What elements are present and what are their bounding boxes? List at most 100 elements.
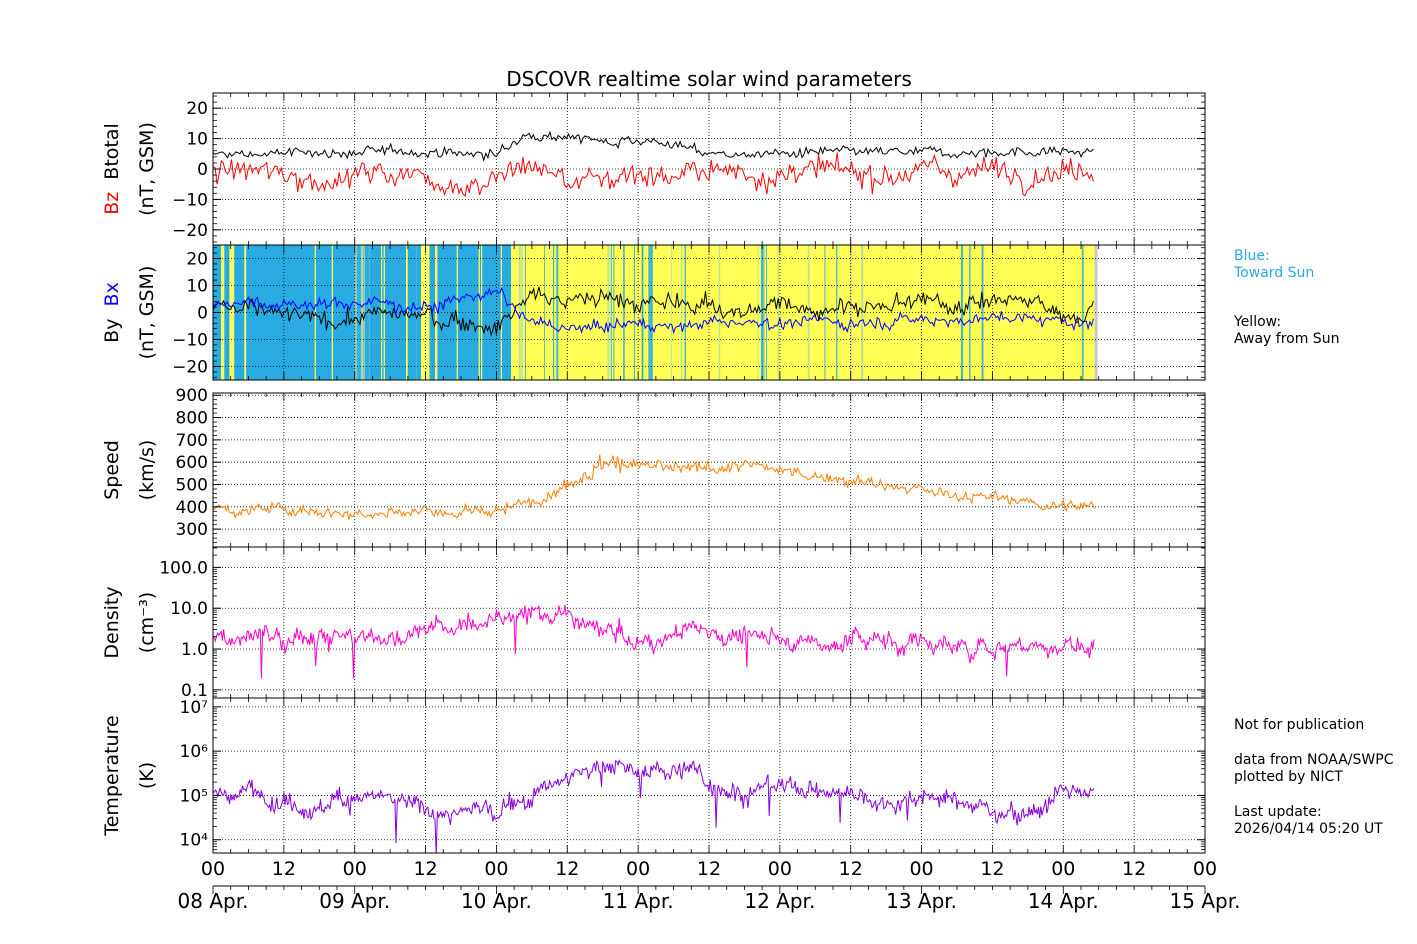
sector-stripe <box>557 245 559 380</box>
sector-stripe <box>649 245 652 380</box>
y-label-part: By <box>101 319 123 343</box>
note-not-for-publication: Not for publication <box>1234 717 1365 733</box>
note-last-update-label: Last update: <box>1234 804 1322 820</box>
y-tick-label: 800 <box>176 409 208 429</box>
series-density <box>213 604 1095 679</box>
x-tick-label: 12 <box>272 858 296 880</box>
sector-stripe <box>361 245 364 380</box>
y-tick-label: 700 <box>176 431 208 451</box>
grid <box>213 698 1205 853</box>
y-label-line2: (nT, GSM) <box>136 122 158 216</box>
sector-stripe <box>244 245 247 380</box>
sector-toward <box>242 245 355 380</box>
y-label-part: Bz <box>101 192 123 215</box>
y-tick-label: 10⁴ <box>180 831 209 851</box>
x-tick-label: 00 <box>768 858 792 880</box>
y-ticks: −20 −10 0 10 20 <box>172 245 1206 380</box>
day-label: 09 Apr. <box>319 889 390 913</box>
sector-stripe <box>355 245 357 380</box>
sector-stripe <box>718 245 721 380</box>
note-data-from: data from NOAA/SWPC <box>1234 752 1394 768</box>
sector-stripe <box>671 245 673 380</box>
y-tick-label: −10 <box>172 190 208 210</box>
sector-stripe <box>762 245 766 380</box>
x-tick-label: 12 <box>555 858 579 880</box>
y-label-line1: Bz Btotal <box>101 123 123 215</box>
y-label-line2: (km/s) <box>136 440 158 501</box>
grid <box>213 245 1205 380</box>
day-label: 15 Apr. <box>1170 889 1241 913</box>
series-btotal <box>213 130 1094 162</box>
x-tick-label: 12 <box>1122 858 1146 880</box>
y-axis-label: Density (cm⁻³) <box>101 586 158 658</box>
y-tick-label: 900 <box>176 386 208 406</box>
y-tick-label: 1.0 <box>181 640 208 660</box>
grid <box>213 547 1205 698</box>
note-last-update-value: 2026/04/14 05:20 UT <box>1234 821 1383 837</box>
sector-stripe <box>478 245 480 380</box>
y-label-line2: (cm⁻³) <box>136 592 158 653</box>
x-tick-label: 00 <box>484 858 508 880</box>
sector-stripe <box>368 245 370 380</box>
grid <box>213 93 1205 245</box>
legend-yellow-title: Yellow: <box>1234 314 1282 330</box>
sector-stripe <box>456 245 458 380</box>
panel-frame <box>212 392 1206 548</box>
sector-stripe <box>850 245 852 380</box>
y-tick-label: 100.0 <box>159 558 208 578</box>
y-tick-label: 10.0 <box>170 599 208 619</box>
sector-stripe <box>860 245 864 380</box>
legend-blue-title: Blue: <box>1234 248 1270 264</box>
sector-stripe <box>760 245 763 380</box>
y-tick-label: −10 <box>172 331 208 351</box>
sector-away <box>511 245 1095 380</box>
x-tick-label: 12 <box>839 858 863 880</box>
sector-stripe <box>623 245 625 380</box>
y-tick-label: 0 <box>197 304 208 324</box>
day-label: 12 Apr. <box>744 889 815 913</box>
sector-stripe <box>766 245 767 380</box>
y-ticks: 0.1 1.0 10.0 100.0 <box>159 547 1206 701</box>
sector-stripe <box>1081 245 1084 380</box>
y-label-line2: (K) <box>136 762 158 789</box>
y-tick-label: 0 <box>197 160 208 180</box>
x-tick-label: 00 <box>909 858 933 880</box>
y-tick-label: 20 <box>186 99 208 119</box>
x-tick-label: 00 <box>201 858 225 880</box>
sector-stripe <box>981 245 984 380</box>
sector-stripe <box>331 245 333 380</box>
x-tick-label: 12 <box>697 858 721 880</box>
panel-frame <box>212 697 1206 854</box>
sector-stripe <box>552 245 555 380</box>
sector-stripe <box>544 245 545 380</box>
series-speed <box>213 454 1095 520</box>
series-bx <box>213 286 1094 335</box>
sector-stripe <box>960 245 964 380</box>
y-label-part: Bx <box>101 282 123 318</box>
x-tick-label: 12 <box>413 858 437 880</box>
y-tick-label: 10⁶ <box>180 742 209 762</box>
y-axis-label: Speed (km/s) <box>101 440 158 501</box>
day-label: 08 Apr. <box>178 889 249 913</box>
sector-stripe <box>613 245 615 380</box>
y-label-line1: Temperature <box>101 715 123 836</box>
y-tick-label: 20 <box>186 250 208 270</box>
day-label: 10 Apr. <box>461 889 532 913</box>
y-tick-label: 0.1 <box>181 681 208 701</box>
sector-stripe <box>684 245 686 380</box>
day-label: 11 Apr. <box>603 889 674 913</box>
series-bz <box>213 152 1094 198</box>
y-tick-label: −20 <box>172 358 208 378</box>
chart-title: DSCOVR realtime solar wind parameters <box>506 67 912 91</box>
panel-bxby: −20 −10 0 10 20 By Bx (nT, GSM) <box>101 244 1206 381</box>
y-ticks: −20 −10 0 10 20 <box>172 93 1206 245</box>
sector-stripe <box>556 245 558 380</box>
y-tick-label: 500 <box>176 476 208 496</box>
x-tick-label: 12 <box>980 858 1004 880</box>
y-label-part: Btotal <box>101 123 123 192</box>
x-tick-label: 00 <box>1051 858 1075 880</box>
sector-stripe <box>435 245 438 380</box>
x-tick-label: 00 <box>1193 858 1217 880</box>
